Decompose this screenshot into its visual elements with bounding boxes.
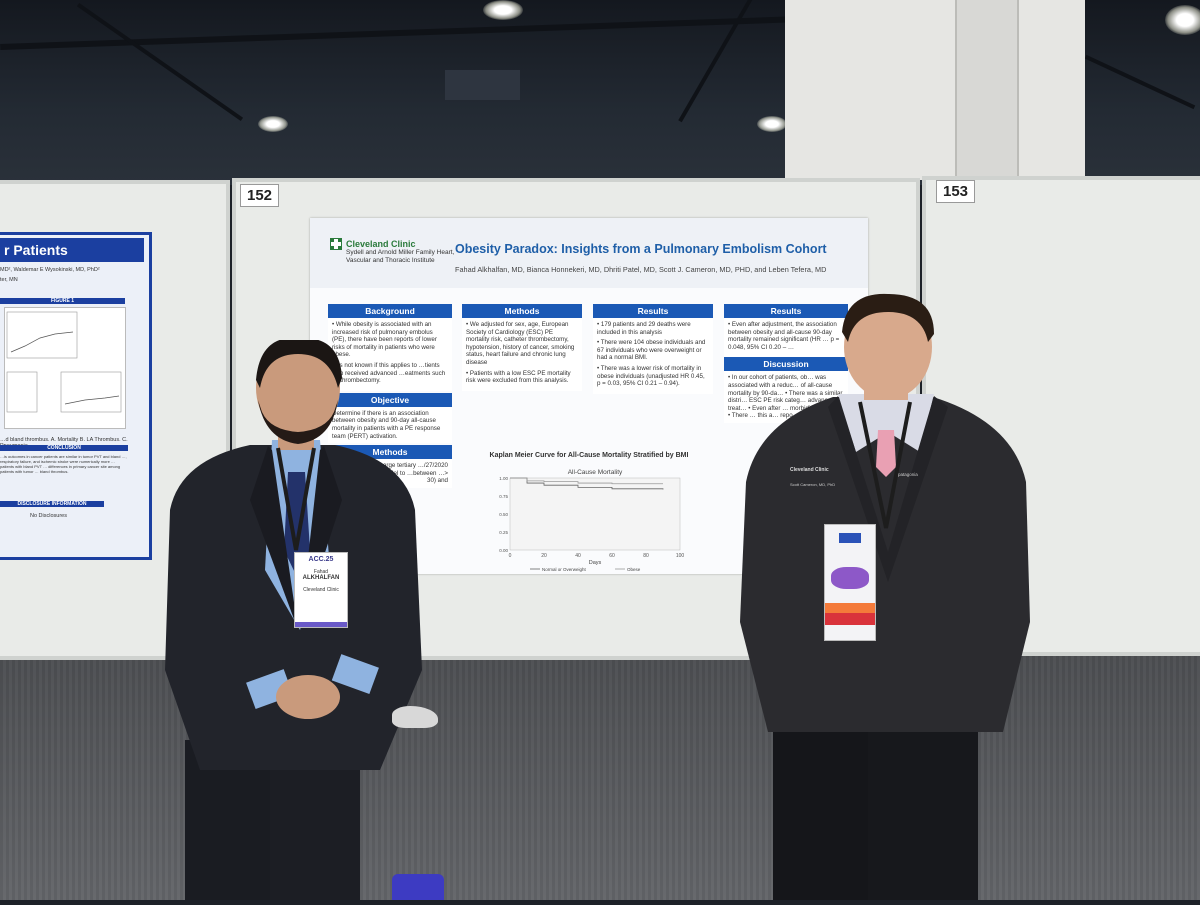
- section-heading: Results: [724, 304, 848, 318]
- chart-title: Kaplan Meier Curve for All-Cause Mortali…: [489, 452, 689, 459]
- badge-first-name: Fahad: [313, 569, 329, 575]
- y-tick-label: 0.50: [499, 512, 508, 517]
- research-poster: Cleveland Clinic Sydell and Arnold Mille…: [310, 218, 868, 574]
- institution-sub: Sydell and Arnold Miller Family Heart, V…: [346, 249, 455, 264]
- paragraph: …is not known if this applies to …tients…: [332, 361, 446, 385]
- pillar-column: [955, 0, 1019, 180]
- poster-authors: Fahad Alkhalfan, MD, Bianca Honnekeri, M…: [455, 265, 827, 274]
- pillar: [785, 0, 1085, 180]
- poster-title: Obesity Paradox: Insights from a Pulmona…: [455, 242, 827, 256]
- person-right: Cleveland Clinic Scott Cameron, MD, PhD …: [738, 292, 1033, 900]
- ceiling-light: [757, 116, 787, 132]
- conference-badge-right: [824, 524, 876, 641]
- y-tick-label: 1.00: [499, 476, 508, 481]
- left-poster-conclusion-label: CONCLUSION: [0, 445, 128, 451]
- series-line-obese: [510, 477, 663, 485]
- board-number-152: 152: [240, 184, 280, 207]
- badge-map-graphic: [831, 567, 869, 589]
- institution-name: Cleveland Clinic: [346, 239, 416, 249]
- objective-text: Determine if there is an association bet…: [328, 406, 452, 444]
- section-heading: Discussion: [724, 357, 848, 372]
- x-tick-label: 0: [509, 553, 512, 559]
- poster-column-results-2: Results • Even after adjustment, the ass…: [724, 304, 848, 423]
- ceiling-light: [483, 0, 523, 20]
- chart-plot-area: [509, 477, 681, 551]
- blue-bag: [392, 874, 444, 900]
- km-chart-svg: All-Cause Mortality 0 20 40 60 80 100 1.00 0.75 0…: [499, 469, 685, 572]
- paragraph: • There were 104 obese individuals and 6…: [597, 339, 706, 362]
- person-left: ACC.25 Fahad ALKHALFAN Cleveland Clinic: [160, 337, 425, 900]
- jacket-brand: patagonia: [898, 472, 918, 477]
- x-tick-label: 100: [676, 553, 685, 559]
- section-text: • 179 patients and 29 deaths were includ…: [593, 318, 713, 394]
- x-tick-label: 60: [609, 553, 615, 559]
- left-poster-title: r Patients: [0, 238, 144, 262]
- paragraph: • Even after adjustment, the association…: [728, 321, 840, 351]
- x-tick-label: 20: [541, 553, 547, 559]
- poster-institution: Cleveland Clinic Sydell and Arnold Mille…: [346, 240, 471, 265]
- paragraph: • Patients with a low ESC PE mortality r…: [466, 369, 571, 385]
- paragraph: • We adjusted for sex, age, European Soc…: [466, 321, 575, 366]
- badge-logo-icon: [839, 533, 861, 543]
- section-heading: Results: [593, 304, 713, 318]
- ceiling-light: [1165, 5, 1200, 35]
- paragraph: • While obesity is associated with an in…: [332, 321, 437, 359]
- person-left-figure: [165, 337, 422, 900]
- legend-label: Obese: [627, 567, 641, 572]
- left-poster-location: ter, MN: [0, 277, 18, 283]
- person-right-figure: [740, 293, 1030, 900]
- badge-event: ACC.25: [308, 556, 334, 563]
- series-line-normal-overweight: [510, 477, 664, 490]
- section-heading: Background: [328, 304, 452, 318]
- badge-org: Cleveland Clinic: [303, 587, 339, 593]
- left-poster-figure: [4, 307, 126, 429]
- ceiling-beam: [1084, 54, 1196, 110]
- left-poster-disclosure-text: No Disclosures: [30, 513, 67, 519]
- section-heading: Objective: [328, 392, 452, 407]
- jacket-logo: Cleveland Clinic: [790, 467, 829, 473]
- chart-subtitle: All-Cause Mortality: [568, 469, 623, 476]
- jacket-name: Scott Cameron, MD, PhD: [790, 482, 836, 487]
- left-poster-disclosure-label: DISCLOSURE INFORMATION: [0, 501, 104, 507]
- paragraph: • 179 patients and 29 deaths were includ…: [597, 321, 691, 336]
- background-shoe: [392, 706, 438, 728]
- left-poster: r Patients MD², Waldemar E Wysokinski, M…: [0, 232, 152, 560]
- ceiling-light: [258, 116, 288, 132]
- km-chart: Kaplan Meier Curve for All-Cause Mortali…: [488, 452, 690, 572]
- y-tick-label: 0.75: [499, 494, 508, 499]
- y-tick-label: 0.00: [499, 548, 508, 553]
- section-text: • Even after adjustment, the association…: [724, 318, 848, 358]
- legend-label: Normal or Overweight: [542, 567, 587, 572]
- cleveland-clinic-logo-icon: [330, 238, 342, 250]
- left-poster-authors: MD², Waldemar E Wysokinski, MD, PhD²: [0, 267, 100, 273]
- poster-column-results: Results • 179 patients and 29 deaths wer…: [593, 304, 713, 394]
- badge-last-name: ALKHALFAN: [302, 575, 340, 581]
- left-poster-conclusion-text: …is outcomes in cancer patients are simi…: [0, 454, 127, 474]
- left-poster-figure-label: FIGURE 1: [0, 298, 125, 304]
- ceiling-vent: [445, 70, 520, 100]
- section-text: • While obesity is associated with an in…: [328, 318, 452, 391]
- x-tick-label: 40: [575, 553, 581, 559]
- x-axis-label: Days: [589, 560, 602, 566]
- poster-header: [310, 218, 868, 288]
- board-number-153: 153: [936, 180, 976, 203]
- left-poster-figure-plots: [6, 311, 122, 413]
- poster-column-methods: Methods • We adjusted for sex, age, Euro…: [462, 304, 582, 391]
- x-tick-label: 80: [643, 553, 649, 559]
- y-tick-label: 0.25: [499, 530, 508, 535]
- paragraph: • There was a lower risk of mortality in…: [597, 364, 705, 388]
- section-text: • We adjusted for sex, age, European Soc…: [462, 318, 582, 391]
- conference-badge-left: ACC.25 Fahad ALKHALFAN Cleveland Clinic: [294, 552, 348, 628]
- ceiling-beam: [76, 3, 244, 121]
- section-heading: Methods: [462, 304, 582, 318]
